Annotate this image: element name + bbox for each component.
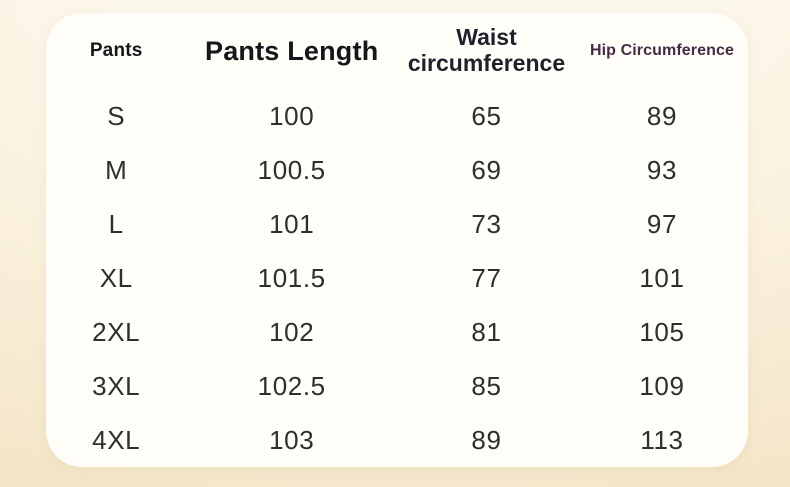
hip-cell: 113: [640, 424, 684, 455]
waist-cell: 77: [471, 262, 502, 293]
waist-cell: 69: [471, 154, 502, 185]
waist-cell: 65: [471, 100, 502, 131]
pants-length-cell: 102.5: [257, 370, 326, 401]
size-cell: 2XL: [92, 316, 141, 347]
hip-cell: 97: [646, 208, 678, 239]
pants-length-cell: 101: [269, 208, 315, 239]
size-cell: 4XL: [92, 424, 141, 455]
column-header-pants-length: Pants Length: [204, 35, 379, 66]
hip-cell: 101: [639, 262, 685, 293]
size-cell: 3XL: [92, 370, 141, 401]
size-chart-table: Pants Pants Length Waist circumference H…: [46, 13, 748, 467]
pants-length-cell: 103: [269, 424, 315, 455]
pants-length-cell: 100.5: [257, 154, 326, 185]
waist-cell: 85: [471, 370, 502, 401]
size-cell: S: [107, 100, 126, 131]
column-header-waist-circumference: Waist circumference: [397, 13, 576, 89]
size-cell: XL: [99, 262, 133, 293]
pants-length-cell: 101.5: [257, 262, 326, 293]
size-cell: M: [105, 154, 128, 185]
hip-cell: 105: [639, 316, 685, 347]
hip-cell: 89: [646, 100, 678, 131]
pants-length-cell: 100: [269, 100, 315, 131]
size-cell: L: [108, 208, 124, 239]
column-header-waist-circumference-label: Waist circumference: [407, 24, 566, 76]
waist-cell: 81: [471, 316, 502, 347]
hip-cell: 93: [646, 154, 678, 185]
hip-cell: 109: [639, 370, 685, 401]
size-chart-card: Pants Pants Length Waist circumference H…: [46, 13, 748, 467]
waist-cell: 73: [471, 208, 502, 239]
waist-cell: 89: [471, 424, 502, 455]
column-header-pants: Pants: [89, 40, 143, 61]
column-header-hip-circumference: Hip Circumference: [589, 42, 734, 59]
pants-length-cell: 102: [269, 316, 315, 347]
